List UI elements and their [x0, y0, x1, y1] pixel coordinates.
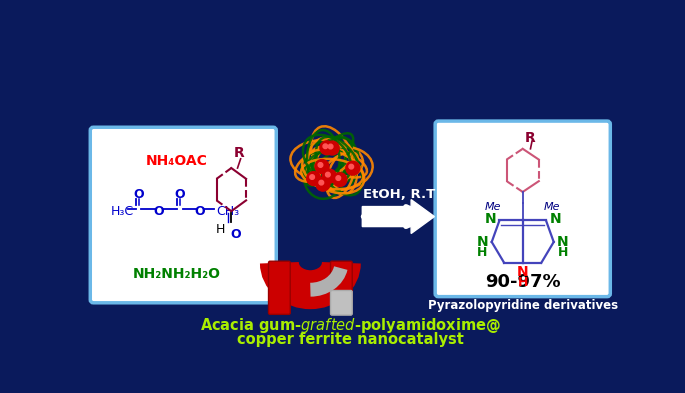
- Circle shape: [307, 172, 321, 185]
- Circle shape: [346, 161, 360, 175]
- Text: O: O: [133, 189, 144, 202]
- Circle shape: [319, 180, 323, 185]
- Text: O: O: [230, 228, 240, 241]
- Circle shape: [323, 144, 327, 149]
- Text: H₃C: H₃C: [110, 206, 134, 219]
- Text: N: N: [477, 235, 488, 249]
- Circle shape: [336, 176, 340, 180]
- FancyBboxPatch shape: [90, 127, 276, 303]
- Circle shape: [323, 169, 336, 183]
- Text: H: H: [477, 246, 488, 259]
- Text: NH₂NH₂H₂O: NH₂NH₂H₂O: [133, 267, 221, 281]
- Circle shape: [333, 173, 347, 187]
- Text: Pyrazolopyridine derivatives: Pyrazolopyridine derivatives: [427, 299, 618, 312]
- Circle shape: [325, 141, 339, 155]
- FancyBboxPatch shape: [269, 261, 290, 314]
- Text: CH₃: CH₃: [216, 206, 239, 219]
- Polygon shape: [362, 200, 434, 233]
- Circle shape: [328, 144, 333, 149]
- Text: copper ferrite nanocatalyst: copper ferrite nanocatalyst: [237, 332, 464, 347]
- Circle shape: [320, 141, 334, 155]
- Circle shape: [325, 172, 330, 177]
- Text: N: N: [517, 265, 529, 279]
- Text: Acacia gum-$\it{grafted}$-polyamidoxime@: Acacia gum-$\it{grafted}$-polyamidoxime@: [200, 316, 501, 335]
- Text: Me: Me: [485, 202, 501, 211]
- Circle shape: [315, 160, 329, 173]
- FancyBboxPatch shape: [331, 290, 352, 315]
- Text: R: R: [234, 146, 245, 160]
- Circle shape: [318, 163, 323, 167]
- Text: H: H: [216, 223, 225, 236]
- Circle shape: [310, 175, 314, 179]
- FancyBboxPatch shape: [331, 261, 352, 303]
- Text: Me: Me: [544, 202, 560, 211]
- Text: N: N: [484, 212, 496, 226]
- Text: O: O: [195, 206, 205, 219]
- Text: R: R: [525, 131, 536, 145]
- Text: EtOH, R.T: EtOH, R.T: [363, 189, 436, 202]
- Circle shape: [316, 177, 330, 191]
- Text: NH₄OAC: NH₄OAC: [146, 154, 208, 168]
- Text: O: O: [153, 206, 164, 219]
- Text: N: N: [557, 235, 569, 249]
- Text: N: N: [549, 212, 561, 226]
- Text: 90-97%: 90-97%: [485, 273, 560, 291]
- Text: H: H: [518, 276, 528, 289]
- Text: H: H: [558, 246, 569, 259]
- Text: O: O: [174, 189, 185, 202]
- FancyBboxPatch shape: [435, 121, 610, 297]
- Circle shape: [349, 164, 353, 169]
